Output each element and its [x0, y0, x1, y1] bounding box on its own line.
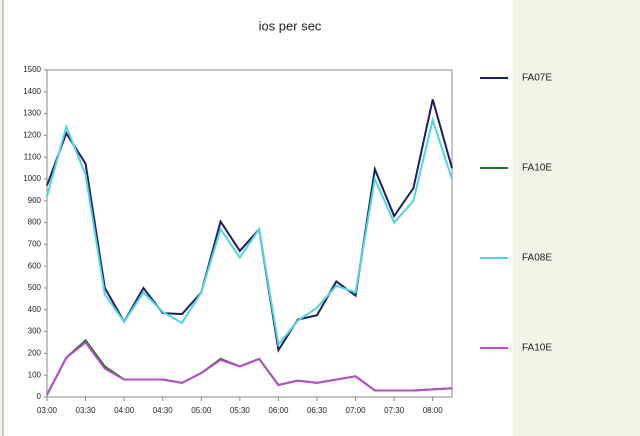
y-tick-label: 1300	[23, 109, 41, 118]
x-tick-label: 07:00	[346, 406, 367, 415]
y-tick-label: 600	[28, 261, 42, 270]
plot-frame	[46, 69, 453, 398]
y-tick-label: 200	[28, 349, 42, 358]
legend-label: FA10E	[522, 343, 552, 354]
chart-title: ios per sec	[259, 18, 322, 33]
chart-panel	[3, 0, 513, 436]
x-tick-label: 06:00	[268, 406, 289, 415]
x-tick-label: 04:30	[153, 406, 174, 415]
y-tick-label: 0	[37, 392, 42, 401]
y-tick-label: 100	[28, 370, 42, 379]
y-tick-label: 900	[28, 196, 42, 205]
x-tick-label: 07:30	[384, 406, 405, 415]
y-tick-label: 300	[28, 327, 42, 336]
legend-label: FA10E	[522, 163, 552, 174]
legend-label: FA08E	[522, 253, 552, 264]
series-line	[46, 99, 453, 353]
x-tick-label: 03:00	[37, 406, 58, 415]
legend-label: FA07E	[522, 73, 552, 84]
series-line	[46, 341, 453, 396]
x-tick-label: 04:00	[114, 406, 135, 415]
y-tick-label: 400	[28, 305, 42, 314]
y-tick-label: 1500	[23, 65, 41, 74]
x-tick-label: 06:30	[307, 406, 328, 415]
series-line	[46, 116, 453, 348]
x-tick-label: 05:30	[230, 406, 251, 415]
y-tick-label: 1100	[24, 152, 42, 161]
x-tick-label: 03:30	[76, 406, 97, 415]
y-tick-label: 500	[28, 283, 42, 292]
y-tick-label: 1000	[23, 174, 41, 183]
y-tick-label: 1400	[23, 87, 41, 96]
x-tick-label: 05:00	[191, 406, 212, 415]
y-tick-label: 1200	[23, 131, 41, 140]
y-tick-label: 700	[28, 240, 42, 249]
y-tick-label: 800	[28, 218, 42, 227]
x-tick-label: 08:00	[423, 406, 444, 415]
